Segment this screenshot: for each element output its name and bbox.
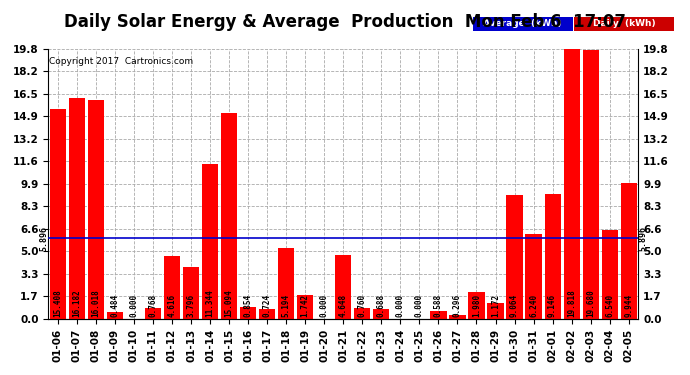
Text: 16.182: 16.182: [72, 290, 81, 317]
Text: Daily Solar Energy & Average  Production  Mon Feb 6  17:07: Daily Solar Energy & Average Production …: [64, 13, 626, 31]
Bar: [469, 292, 484, 319]
Bar: [88, 100, 104, 319]
Text: 3.796: 3.796: [186, 294, 195, 317]
Bar: [620, 183, 637, 319]
Bar: [487, 303, 504, 319]
Bar: [278, 248, 294, 319]
Text: 5.896: 5.896: [39, 226, 48, 251]
Text: 0.000: 0.000: [415, 294, 424, 317]
Bar: [582, 50, 599, 319]
Bar: [373, 309, 389, 319]
Text: 9.146: 9.146: [548, 294, 557, 317]
Bar: [354, 308, 371, 319]
Text: 6.540: 6.540: [605, 294, 614, 317]
Text: 0.854: 0.854: [244, 294, 253, 317]
Text: 5.194: 5.194: [282, 294, 290, 317]
Bar: [202, 164, 218, 319]
Bar: [164, 256, 180, 319]
Text: 0.588: 0.588: [434, 294, 443, 317]
Bar: [449, 315, 466, 319]
Text: 0.296: 0.296: [453, 294, 462, 317]
Text: 19.818: 19.818: [567, 290, 576, 317]
Bar: [506, 195, 522, 319]
Text: 1.742: 1.742: [301, 294, 310, 317]
Text: 1.172: 1.172: [491, 294, 500, 317]
Bar: [259, 309, 275, 319]
Bar: [69, 98, 85, 319]
Text: 4.648: 4.648: [339, 294, 348, 317]
Text: 0.000: 0.000: [319, 294, 328, 317]
Bar: [544, 194, 561, 319]
Bar: [145, 308, 161, 319]
Text: 15.408: 15.408: [53, 290, 62, 317]
Text: 4.616: 4.616: [168, 294, 177, 317]
Text: 1.980: 1.980: [472, 294, 481, 317]
Text: 5.896: 5.896: [638, 226, 647, 251]
Text: Average  (kWh): Average (kWh): [484, 20, 562, 28]
Text: 0.000: 0.000: [396, 294, 405, 317]
Bar: [107, 312, 123, 319]
Bar: [602, 230, 618, 319]
Text: Daily  (kWh): Daily (kWh): [593, 20, 656, 28]
Bar: [50, 109, 66, 319]
Text: 0.760: 0.760: [358, 294, 367, 317]
Text: 9.064: 9.064: [510, 294, 519, 317]
Text: 16.018: 16.018: [91, 290, 100, 317]
Bar: [240, 307, 256, 319]
Text: 0.484: 0.484: [110, 294, 119, 317]
Bar: [431, 311, 446, 319]
Text: 11.344: 11.344: [206, 290, 215, 317]
Text: 0.724: 0.724: [263, 294, 272, 317]
Text: 9.944: 9.944: [624, 294, 633, 317]
Bar: [335, 255, 351, 319]
Bar: [221, 113, 237, 319]
Bar: [297, 295, 313, 319]
Bar: [183, 267, 199, 319]
Bar: [526, 234, 542, 319]
Text: 15.094: 15.094: [224, 290, 234, 317]
Text: 0.688: 0.688: [377, 294, 386, 317]
Text: 0.000: 0.000: [130, 294, 139, 317]
Text: 19.680: 19.680: [586, 290, 595, 317]
Text: 0.768: 0.768: [148, 294, 157, 317]
Text: 6.240: 6.240: [529, 294, 538, 317]
Bar: [564, 48, 580, 319]
Text: Copyright 2017  Cartronics.com: Copyright 2017 Cartronics.com: [50, 57, 194, 66]
